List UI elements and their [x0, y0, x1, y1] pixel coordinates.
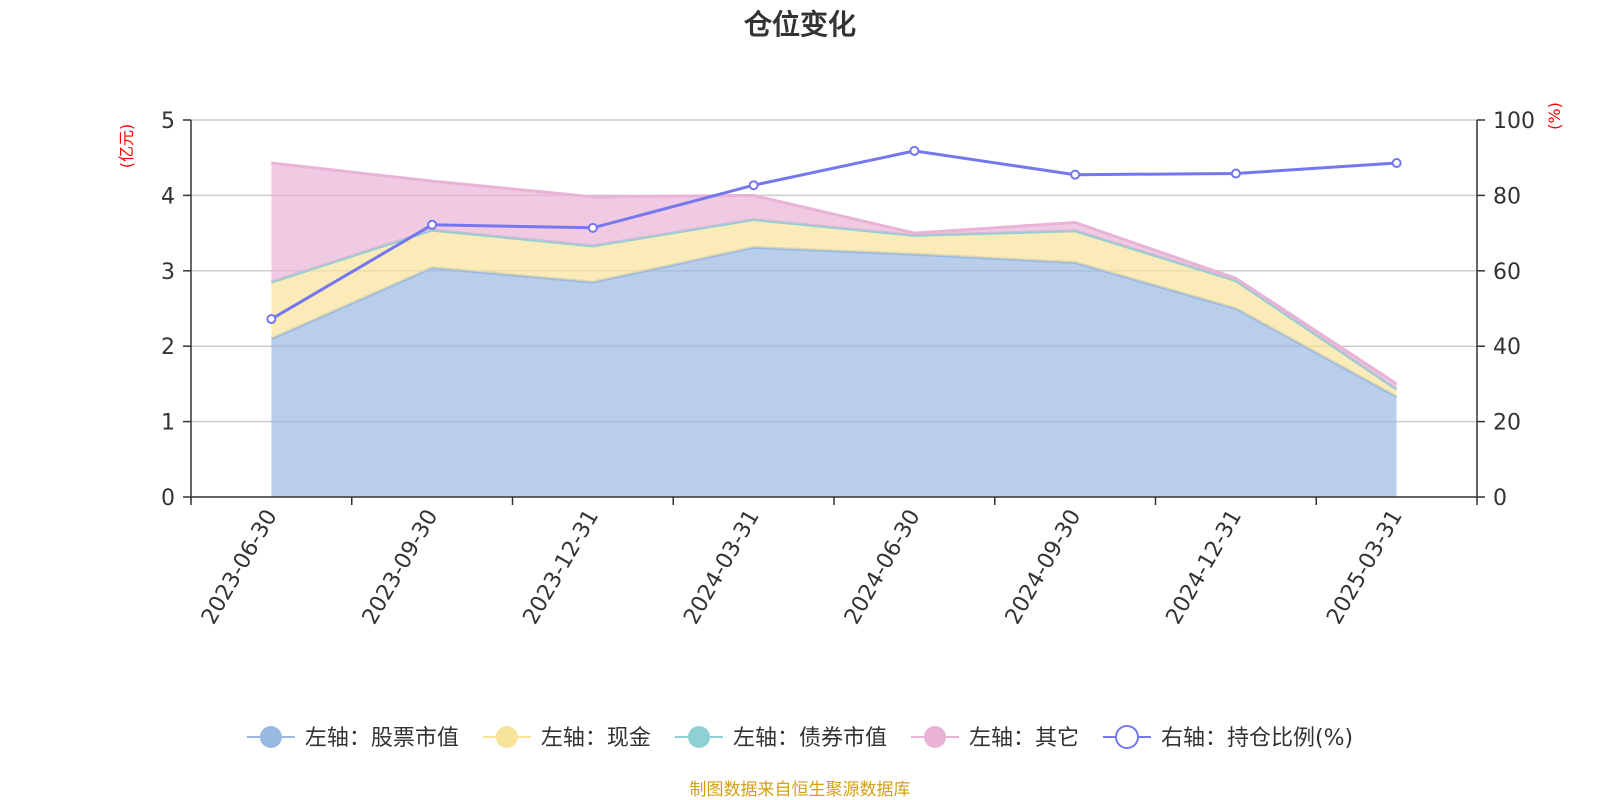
ratio-point	[1230, 168, 1241, 179]
ratio-line-path	[270, 149, 1397, 321]
left-axis-tick-label: 3	[161, 260, 175, 285]
legend-marker	[688, 726, 710, 748]
legend-marker	[495, 726, 518, 748]
left-axis-tick-label: 4	[161, 184, 175, 209]
legend: 左轴：股票市值 左轴：现金 左轴：债券市值 左轴：其它 右轴：持仓比例(%)	[246, 725, 1353, 751]
left-axis-unit: (亿元)	[117, 124, 136, 169]
left-axis-tick-label: 5	[161, 109, 175, 134]
ratio-point	[748, 180, 759, 191]
legend-label: 右轴：持仓比例(%)	[1161, 726, 1353, 751]
legend-label: 左轴：股票市值	[305, 726, 459, 751]
legend-label: 左轴：现金	[541, 726, 651, 751]
right-axis-tick-label: 80	[1493, 184, 1521, 209]
right-axis-tick-label: 40	[1493, 335, 1521, 360]
left-axis-tick-label: 1	[161, 411, 175, 436]
legend-item: 左轴：债券市值	[675, 726, 887, 751]
ratio-point	[1391, 157, 1402, 168]
legend-item: 左轴：股票市值	[246, 726, 459, 751]
area-左轴：股票市值	[271, 247, 1397, 497]
right-axis-tick-label: 20	[1493, 411, 1521, 436]
legend-marker	[1115, 725, 1139, 749]
x-axis-tick-label: 2024-12-31	[1161, 506, 1247, 629]
x-axis-tick-label: 2023-12-31	[518, 506, 604, 629]
x-axis-tick-label: 2024-06-30	[840, 506, 926, 629]
ratio-line	[266, 145, 1402, 325]
ratio-point	[587, 222, 598, 233]
legend-item: 右轴：持仓比例(%)	[1103, 725, 1353, 751]
x-axis-tick-label: 2025-03-31	[1322, 506, 1408, 629]
ratio-point	[1070, 169, 1081, 180]
legend-marker	[924, 726, 946, 748]
x-axis-tick-label: 2024-03-31	[679, 506, 765, 629]
right-axis-tick-label: 0	[1493, 486, 1507, 511]
right-axis-tick-label: 100	[1493, 109, 1535, 134]
area-左轴：现金	[271, 219, 1397, 397]
chart-title: 仓位变化	[744, 8, 856, 41]
legend-label: 左轴：债券市值	[733, 726, 887, 751]
legend-marker	[259, 726, 282, 748]
legend-item: 左轴：现金	[482, 726, 651, 751]
left-axis-tick-label: 2	[161, 335, 175, 360]
right-axis-tick-label: 60	[1493, 260, 1521, 285]
x-axis-tick-label: 2024-09-30	[1001, 506, 1087, 629]
area-edge-左轴：其它	[271, 161, 1398, 386]
ratio-point	[909, 145, 920, 156]
ratio-point	[266, 314, 277, 325]
ratio-point	[427, 219, 438, 230]
area-左轴：其它	[271, 163, 1397, 390]
x-axis-tick-label: 2023-09-30	[358, 506, 444, 629]
data-source-note: 制图数据来自恒生聚源数据库	[690, 780, 911, 800]
x-axis-tick-label: 2023-06-30	[197, 506, 283, 629]
legend-label: 左轴：其它	[969, 726, 1079, 751]
stacked-areas	[270, 161, 1398, 497]
left-axis-tick-label: 0	[161, 486, 175, 511]
right-axis-unit: (%)	[1545, 102, 1564, 130]
legend-item: 左轴：其它	[911, 726, 1079, 751]
